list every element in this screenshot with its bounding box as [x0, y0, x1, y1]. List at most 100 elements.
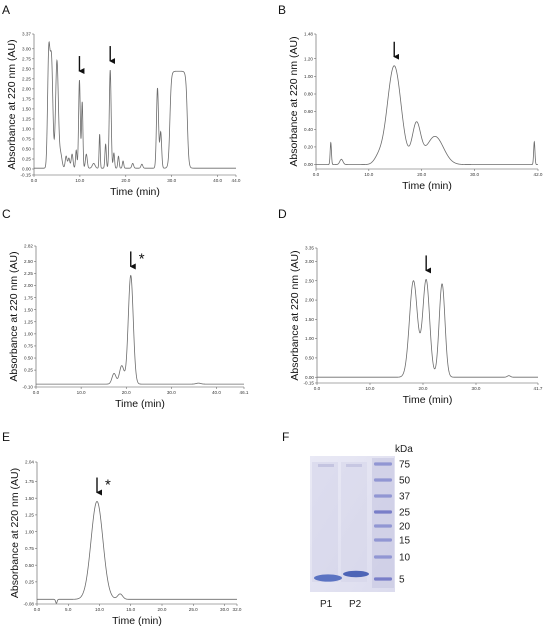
gel-lane-1-smear — [312, 462, 338, 582]
y-axis-title-a: Absorbance at 220 nm (AU) — [6, 39, 18, 169]
x-tick-label-a: 30.0 — [167, 178, 176, 183]
y-tick-label-e: 1.75 — [25, 479, 34, 484]
y-tick-label-a: 3.00 — [22, 46, 31, 51]
gel-lane-label-p1: P1 — [320, 599, 333, 610]
marker-label-5: 5 — [399, 575, 405, 586]
y-tick-label-e: 1.50 — [25, 496, 34, 501]
marker-label-75: 75 — [399, 460, 411, 471]
panel-letter-f: F — [282, 430, 289, 444]
gel-band-p1 — [314, 574, 342, 582]
x-axis-title-e: Time (min) — [112, 615, 162, 626]
chromatogram-c: 0.0 10.0 20.0 30.0 40.0 46.1 -0.10 0.25 0.50 0.75… — [8, 244, 249, 410]
y-tick-label-d: 1.50 — [305, 317, 314, 322]
y-axis-title-c: Absorbance at 220 nm (AU) — [8, 251, 20, 381]
x-tick-label-e: 25.0 — [189, 607, 198, 612]
x-tick-label-a: 44.0 — [232, 178, 241, 183]
y-tick-label-a: 2.75 — [22, 56, 31, 61]
y-axis-title-d: Absorbance at 220 nm (AU) — [289, 250, 301, 380]
y-tick-label-a: -0.15 — [21, 173, 32, 178]
gel-ladder-lane — [372, 458, 394, 588]
y-tick-label-b: 1.00 — [304, 74, 313, 79]
x-tick-label-b: 20.0 — [417, 172, 426, 177]
y-tick-label-d: -0.15 — [304, 381, 315, 386]
x-tick-label-c: 10.0 — [77, 390, 86, 395]
y-tick-label-c: 1.75 — [24, 295, 33, 300]
panel-letter-e: E — [2, 430, 10, 444]
x-tick-label-d: 30.0 — [472, 386, 481, 391]
y-tick-label-b: 0.40 — [304, 127, 313, 132]
y-tick-label-a: 0.25 — [22, 157, 31, 162]
x-tick-label-e: 20.0 — [158, 607, 167, 612]
chromatogram-d: 0.0 10.0 20.0 30.0 41.7 -0.150.00 0.50 1.00 1.50… — [289, 246, 543, 406]
y-tick-label-d: 3.00 — [305, 259, 314, 264]
x-tick-label-e: 15.0 — [126, 607, 135, 612]
y-tick-label-a: 1.50 — [22, 107, 31, 112]
ladder-band-15 — [374, 538, 392, 542]
y-tick-label-a: 0.50 — [22, 147, 31, 152]
x-tick-label-b: 30.0 — [470, 172, 479, 177]
gel-lane-2-smear — [341, 462, 367, 582]
y-tick-label-d: 1.00 — [305, 336, 314, 341]
y-tick-label-c: 2.82 — [24, 244, 33, 249]
chromatogram-trace-c — [36, 274, 244, 385]
chromatogram-a: 0.0 10.0 20.0 30.0 40.0 44.0 -0.150.00 0.25 0.50… — [6, 32, 241, 198]
panel-letter-b: B — [278, 3, 286, 17]
x-axis-title-c: Time (min) — [115, 398, 165, 410]
x-tick-label-d: 41.7 — [534, 386, 543, 391]
y-tick-label-e: 2.04 — [25, 460, 34, 465]
y-tick-label-a: 0.75 — [22, 137, 31, 142]
x-axis-title-a: Time (min) — [110, 186, 160, 198]
x-tick-label-a: 0.0 — [31, 178, 38, 183]
y-tick-label-c: 2.00 — [24, 283, 33, 288]
x-tick-label-d: 10.0 — [366, 386, 375, 391]
peak-star-c: * — [139, 250, 145, 267]
y-tick-label-e: 1.00 — [25, 529, 34, 534]
ladder-band-10 — [374, 555, 392, 559]
y-tick-label-a: 3.37 — [22, 32, 31, 37]
x-tick-label-b: 10.0 — [364, 172, 373, 177]
marker-label-37: 37 — [399, 492, 411, 503]
x-tick-label-b: 42.0 — [534, 172, 543, 177]
y-tick-label-b: 1.20 — [304, 56, 313, 61]
y-tick-label-a: 1.25 — [22, 117, 31, 122]
panel-letter-a: A — [2, 3, 10, 17]
marker-labels: 75 50 37 25 20 15 10 5 — [399, 460, 411, 586]
y-tick-label-d: 0.00 — [305, 375, 314, 380]
gel-lane-label-p2: P2 — [349, 599, 362, 610]
panel-letter-d: D — [278, 207, 287, 221]
y-tick-label-c: 2.50 — [24, 259, 33, 264]
x-tick-label-e: 32.0 — [233, 607, 242, 612]
y-tick-label-e: 0.50 — [25, 563, 34, 568]
chromatogram-trace-d — [317, 278, 538, 378]
x-tick-label-c: 30.0 — [167, 390, 176, 395]
y-tick-label-a: 0.00 — [22, 167, 31, 172]
gel-lane-2-top-band — [346, 464, 362, 467]
x-tick-label-e: 0.0 — [34, 607, 41, 612]
y-tick-label-d: 0.50 — [305, 356, 314, 361]
y-tick-label-d: 2.50 — [305, 278, 314, 283]
x-tick-label-a: 10.0 — [75, 178, 84, 183]
y-tick-label-b: 1.48 — [304, 32, 313, 37]
gel-band-p2 — [343, 570, 369, 578]
y-tick-label-c: -0.10 — [23, 385, 34, 390]
x-tick-label-e: 10.0 — [95, 607, 104, 612]
x-tick-label-a: 40.0 — [213, 178, 222, 183]
gel-kda-label: kDa — [395, 444, 413, 455]
y-tick-label-e: -0.08 — [24, 602, 35, 607]
x-tick-label-c: 40.0 — [212, 390, 221, 395]
y-tick-label-b: 0.60 — [304, 109, 313, 114]
x-tick-label-e: 30.0 — [220, 607, 229, 612]
y-tick-label-a: 1.00 — [22, 127, 31, 132]
y-tick-label-e: 1.25 — [25, 513, 34, 518]
y-tick-label-b: 0.80 — [304, 92, 313, 97]
chromatogram-trace-a — [34, 40, 236, 169]
chromatogram-trace-b — [316, 65, 538, 165]
y-tick-label-a: 2.00 — [22, 86, 31, 91]
x-tick-label-c: 0.0 — [33, 390, 40, 395]
y-tick-label-c: 1.25 — [24, 319, 33, 324]
ladder-band-20 — [374, 524, 392, 528]
marker-label-20: 20 — [399, 522, 411, 533]
x-tick-label-c: 20.0 — [122, 390, 131, 395]
y-tick-label-b: 0.20 — [304, 145, 313, 150]
